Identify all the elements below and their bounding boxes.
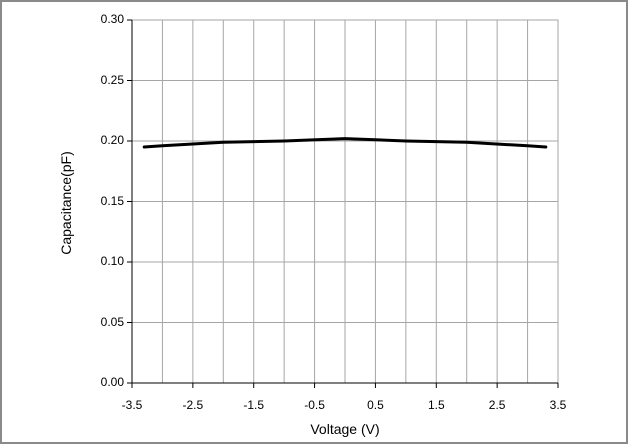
x-tick-label: -3.5: [121, 398, 143, 412]
x-tick-label: 3.5: [549, 398, 567, 412]
axes: [127, 19, 559, 388]
y-tick-label: 0.00: [100, 375, 124, 389]
grid: [131, 19, 559, 384]
y-tick-label: 0.05: [100, 314, 124, 329]
x-tick-label: -2.5: [182, 398, 204, 412]
y-tick-label: 0.15: [100, 193, 124, 208]
x-tick-label: -0.5: [304, 398, 325, 412]
x-tick-label: -1.5: [243, 398, 265, 412]
series-line-0: [142, 137, 548, 149]
x-tick-label: 2.5: [488, 398, 506, 412]
y-tick-label: 0.20: [100, 133, 124, 147]
x-axis-title: Voltage (V): [310, 421, 380, 437]
x-tick-label: 0.5: [367, 398, 384, 412]
series: [142, 137, 548, 149]
y-axis-title: Capacitance(pF): [58, 151, 74, 255]
y-tick-label: 0.25: [100, 72, 124, 87]
x-tick-label: 1.5: [427, 398, 445, 412]
y-tick-label: 0.30: [100, 12, 124, 26]
y-tick-label: 0.10: [100, 254, 124, 268]
